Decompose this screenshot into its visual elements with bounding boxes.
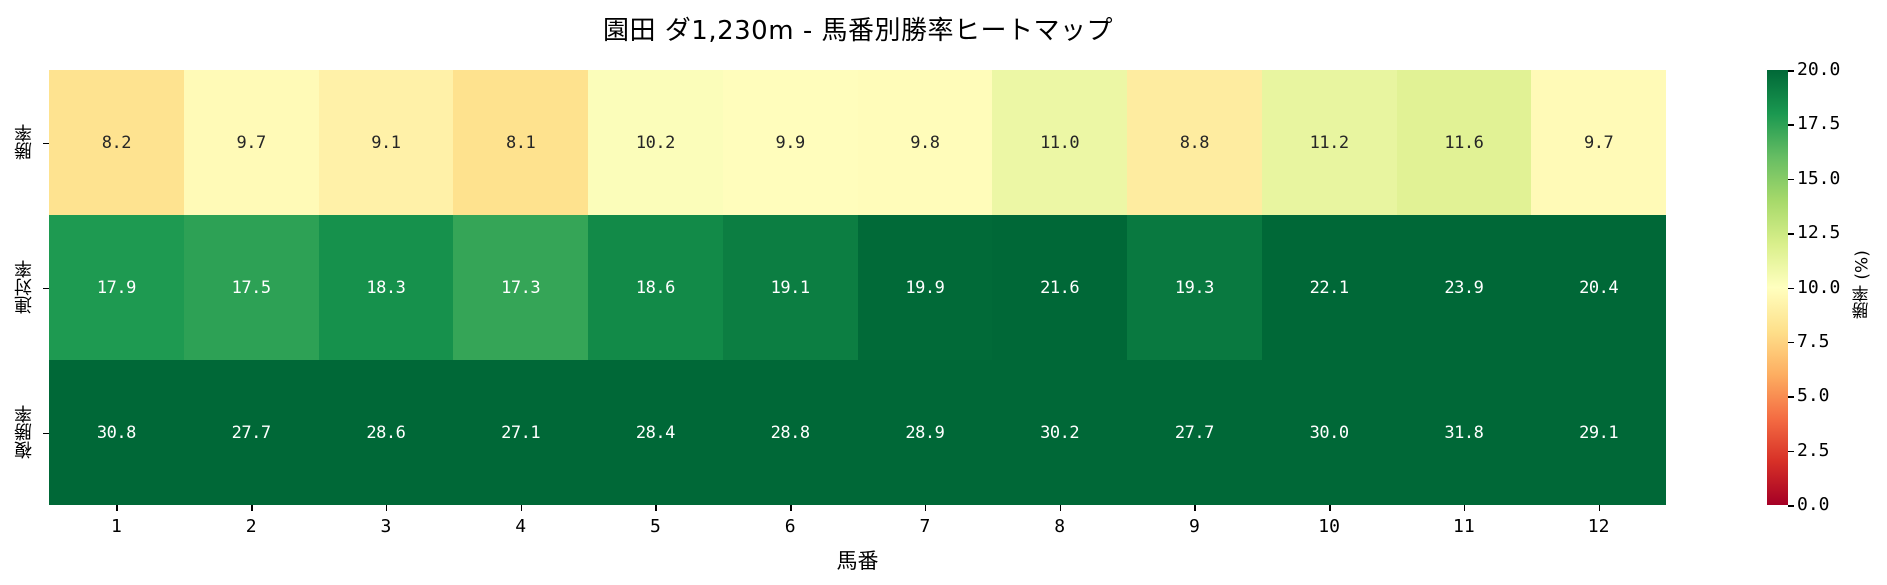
colorbar-tick-mark: [1788, 341, 1794, 344]
heatmap-cell: 28.6: [318, 360, 454, 505]
x-tick-mark: [1329, 505, 1331, 511]
x-tick-mark: [655, 505, 657, 511]
x-tick-mark: [790, 505, 792, 511]
heatmap-cell: 8.2: [49, 70, 184, 215]
heatmap-cell: 8.8: [1127, 70, 1262, 215]
x-tick-mark: [1598, 505, 1601, 511]
colorbar-tick-label: 7.5: [1797, 330, 1830, 352]
y-tick-label: 連対率: [14, 260, 35, 315]
colorbar-tick-label: 17.5: [1797, 113, 1841, 135]
x-tick-label: 1: [110, 516, 122, 537]
y-tick-label: 複勝率: [14, 405, 35, 460]
heatmap-cell: 9.7: [1531, 70, 1666, 215]
heatmap-cell: 21.6: [992, 215, 1127, 360]
x-tick-label: 7: [919, 516, 931, 537]
heatmap-cell: 17.9: [49, 215, 184, 360]
colorbar-tick-label: 12.5: [1797, 222, 1841, 244]
colorbar-tick-label: 20.0: [1797, 59, 1841, 80]
heatmap-cell: 11.0: [992, 70, 1127, 215]
x-tick-label: 3: [380, 516, 392, 537]
x-tick-label: 4: [515, 516, 527, 537]
colorbar-tick-mark: [1788, 450, 1794, 453]
colorbar: [1767, 70, 1788, 505]
heatmap-cell: 11.6: [1396, 70, 1532, 215]
x-tick-mark: [1059, 505, 1062, 511]
heatmap-cell: 28.4: [588, 360, 723, 505]
colorbar-tick-mark: [1788, 505, 1794, 507]
x-tick-label: 11: [1453, 516, 1475, 537]
colorbar-tick-mark: [1788, 396, 1794, 398]
y-tick-label: 勝率: [14, 124, 35, 161]
heatmap-cell: 27.1: [453, 360, 588, 505]
heatmap-cell: 9.1: [318, 70, 454, 215]
x-tick-label: 10: [1318, 516, 1340, 537]
heatmap-cell: 31.8: [1396, 360, 1532, 505]
heatmap-cell: 19.3: [1127, 215, 1262, 360]
heatmap-cell: 22.1: [1261, 215, 1397, 360]
x-tick-label: 9: [1188, 516, 1200, 537]
heatmap-cell: 27.7: [1127, 360, 1262, 505]
heatmap-cell: 19.9: [857, 215, 993, 360]
x-tick-label: 6: [784, 516, 796, 537]
x-tick-mark: [385, 505, 388, 511]
colorbar-tick-mark: [1788, 233, 1794, 235]
heatmap-cell: 27.7: [183, 360, 319, 505]
colorbar-tick-mark: [1788, 178, 1794, 181]
x-tick-mark: [1463, 505, 1466, 511]
heatmap-cell: 30.0: [1261, 360, 1397, 505]
heatmap-cell: 30.2: [992, 360, 1127, 505]
heatmap-cell: 11.2: [1261, 70, 1397, 215]
colorbar-tick-mark: [1788, 70, 1794, 72]
heatmap-cell: 8.1: [453, 70, 588, 215]
colorbar-tick-label: 5.0: [1797, 385, 1830, 407]
y-tick-mark: [43, 287, 49, 289]
colorbar-tick-label: 15.0: [1797, 167, 1841, 189]
x-tick-label: 8: [1054, 516, 1066, 537]
heatmap-cell: 28.8: [722, 360, 858, 505]
colorbar-tick-mark: [1788, 287, 1794, 289]
heatmap-grid: 8.2 9.7 9.1 8.1 10.2 9.9 9.8 11.0 8.8 11.2 11.6 9.7…: [49, 70, 1666, 505]
x-tick-label: 12: [1587, 516, 1610, 537]
heatmap-cell: 28.9: [857, 360, 993, 505]
x-tick-label: 5: [649, 516, 661, 537]
colorbar-tick-label: 2.5: [1797, 439, 1830, 461]
heatmap-cell: 18.6: [588, 215, 723, 360]
heatmap-cell: 19.1: [722, 215, 858, 360]
colorbar-tick-label: 10.0: [1797, 276, 1841, 298]
heatmap-cell: 29.1: [1531, 360, 1666, 505]
colorbar-tick-label: 0.0: [1797, 494, 1830, 515]
y-tick-mark: [43, 432, 49, 434]
heatmap-cell: 23.9: [1396, 215, 1532, 360]
x-axis-title: 馬番: [836, 549, 879, 573]
heatmap-cell: 9.8: [857, 70, 993, 215]
colorbar-title: 勝率 (%): [1852, 250, 1873, 320]
heatmap-cell: 30.8: [49, 360, 184, 505]
heatmap-cell: 17.3: [453, 215, 588, 360]
heatmap-cell: 18.3: [318, 215, 454, 360]
chart-title: 園田 ダ1,230m - 馬番別勝率ヒートマップ: [603, 16, 1113, 46]
x-tick-mark: [116, 505, 118, 511]
heatmap-cell: 17.5: [183, 215, 319, 360]
x-tick-mark: [924, 505, 927, 511]
x-tick-label: 2: [245, 516, 257, 537]
x-tick-mark: [1194, 505, 1196, 511]
heatmap-cell: 20.4: [1531, 215, 1666, 360]
heatmap-cell: 10.2: [588, 70, 723, 215]
x-tick-mark: [520, 505, 523, 511]
heatmap-cell: 9.9: [722, 70, 858, 215]
heatmap-cell: 9.7: [183, 70, 319, 215]
x-tick-mark: [251, 505, 253, 511]
colorbar-tick-mark: [1788, 124, 1794, 126]
y-tick-mark: [43, 142, 49, 144]
y-axis: 勝率 連対率 複勝率: [0, 70, 49, 505]
